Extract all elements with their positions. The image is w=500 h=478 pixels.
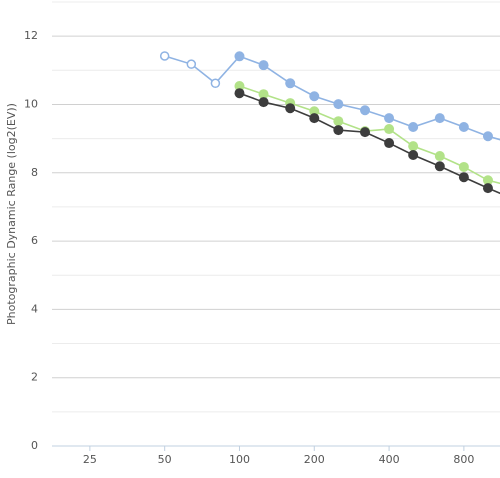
y-tick-label: 10 xyxy=(24,97,38,110)
data-point xyxy=(234,51,245,62)
x-tick-label: 25 xyxy=(83,453,97,466)
data-point xyxy=(458,161,469,172)
data-point xyxy=(258,60,269,71)
data-point xyxy=(309,91,320,102)
data-point xyxy=(333,99,344,110)
data-point xyxy=(258,89,269,100)
y-tick-label: 8 xyxy=(31,166,38,179)
data-point xyxy=(408,122,419,133)
x-tick-label: 800 xyxy=(453,453,474,466)
data-point xyxy=(360,105,371,116)
data-point xyxy=(458,172,469,183)
data-point xyxy=(482,183,493,194)
data-point xyxy=(384,138,395,149)
data-point xyxy=(210,78,221,89)
data-point xyxy=(434,161,445,172)
y-tick-label: 0 xyxy=(31,439,38,452)
data-point xyxy=(285,78,296,89)
data-point xyxy=(482,175,493,186)
y-tick-label: 6 xyxy=(31,234,38,247)
x-tick-label: 50 xyxy=(158,453,172,466)
data-point xyxy=(309,113,320,124)
series-line xyxy=(164,55,500,141)
data-point xyxy=(333,116,344,127)
x-tick-label: 100 xyxy=(229,453,250,466)
data-point xyxy=(258,97,269,108)
data-point xyxy=(384,113,395,124)
data-point xyxy=(234,88,245,99)
x-tick-label: 400 xyxy=(379,453,400,466)
series-line xyxy=(239,85,500,185)
data-point xyxy=(458,122,469,133)
data-point xyxy=(434,151,445,162)
x-tick-label: 200 xyxy=(304,453,325,466)
data-point xyxy=(360,127,371,138)
y-axis-label: Photographic Dynamic Range (log2(EV)) xyxy=(5,103,18,325)
data-point xyxy=(186,59,197,69)
data-point xyxy=(408,141,419,152)
data-point xyxy=(408,150,419,161)
data-point xyxy=(309,106,320,117)
y-tick-label: 2 xyxy=(31,371,38,384)
data-point xyxy=(159,51,170,61)
y-tick-label: 12 xyxy=(24,29,38,42)
data-point xyxy=(384,124,395,135)
data-point xyxy=(285,103,296,114)
data-point xyxy=(434,113,445,124)
data-point xyxy=(333,125,344,136)
data-point xyxy=(234,81,245,92)
y-tick-label: 4 xyxy=(31,302,38,315)
data-point xyxy=(482,131,493,142)
